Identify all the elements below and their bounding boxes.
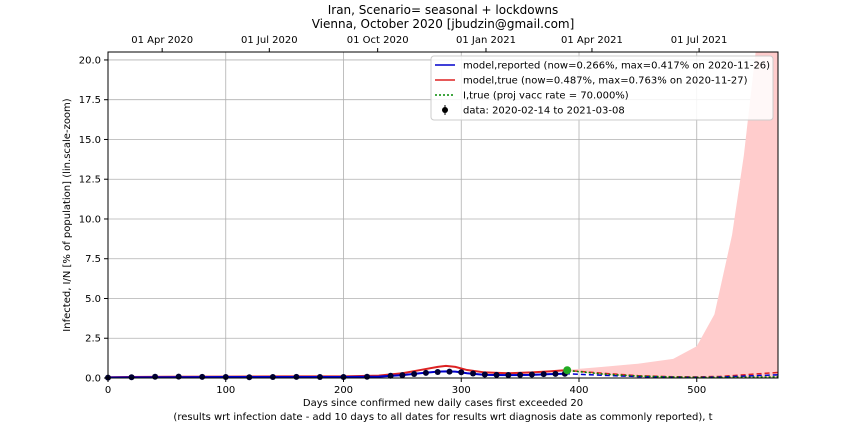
top-tick-label: 01 Apr 2021	[561, 35, 623, 46]
legend: model,reported (now=0.266%, max=0.417% o…	[430, 55, 774, 121]
legend-box	[430, 55, 774, 121]
x-tick-label: 300	[452, 385, 471, 396]
y-tick-label: 0.0	[85, 374, 101, 385]
data-point	[152, 373, 159, 380]
x-tick-label: 500	[687, 385, 706, 396]
chart-title: Iran, Scenario= seasonal + lockdowns	[328, 3, 559, 17]
x-tick-label: 200	[334, 385, 353, 396]
data-point	[540, 371, 547, 378]
data-point	[340, 374, 347, 381]
data-point	[422, 369, 429, 376]
top-tick-label: 01 Jul 2021	[671, 35, 728, 46]
x-tick-label: 100	[216, 385, 235, 396]
x-axis-note: (results wrt infection date - add 10 day…	[173, 412, 712, 423]
x-tick-label: 400	[569, 385, 588, 396]
data-point	[316, 374, 323, 381]
data-point	[128, 374, 135, 381]
y-tick-label: 7.5	[85, 254, 101, 265]
data-point	[493, 371, 500, 378]
data-point	[446, 368, 453, 375]
data-point	[411, 371, 418, 378]
y-tick-label: 5.0	[85, 294, 101, 305]
data-point	[481, 371, 488, 378]
data-point	[399, 372, 406, 379]
data-point	[387, 372, 394, 379]
top-tick-label: 01 Jan 2021	[456, 35, 516, 46]
y-tick-label: 20.0	[79, 55, 101, 66]
chart-subtitle: Vienna, October 2020 [jbudzin@gmail.com]	[312, 17, 575, 31]
current-marker	[563, 366, 572, 375]
top-tick-label: 01 Oct 2020	[347, 35, 409, 46]
top-tick-label: 01 Apr 2020	[131, 35, 193, 46]
data-point	[222, 374, 229, 381]
uncertainty-band	[564, 52, 778, 378]
y-tick-label: 17.5	[79, 95, 101, 106]
x-axis-label: Days since confirmed new daily cases fir…	[303, 398, 583, 409]
data-point	[293, 373, 300, 380]
data-point	[552, 370, 559, 377]
data-point	[528, 371, 535, 378]
y-tick-label: 10.0	[79, 214, 101, 225]
data-point	[199, 373, 206, 380]
y-axis-label: Infected, I/N [% of population] (lin.sca…	[62, 98, 73, 331]
data-point	[434, 368, 441, 375]
legend-label: model,reported (now=0.266%, max=0.417% o…	[463, 61, 770, 72]
data-point	[246, 374, 253, 381]
data-point	[269, 374, 276, 381]
y-tick-label: 15.0	[79, 135, 101, 146]
y-tick-label: 12.5	[79, 175, 101, 186]
legend-label: I,true (proj vacc rate = 70.000%)	[463, 91, 629, 102]
legend-label: model,true (now=0.487%, max=0.763% on 20…	[463, 76, 748, 87]
data-point	[364, 373, 371, 380]
series-line	[564, 369, 779, 379]
data-point	[175, 373, 182, 380]
data-point	[458, 369, 465, 376]
data-point	[470, 370, 477, 377]
plot-frame	[107, 51, 779, 379]
data-point	[517, 371, 524, 378]
legend-label: data: 2020-02-14 to 2021-03-08	[463, 106, 625, 117]
top-tick-label: 01 Jul 2020	[241, 35, 298, 46]
y-tick-label: 2.5	[85, 334, 101, 345]
x-tick-label: 0	[105, 385, 111, 396]
data-point	[505, 371, 512, 378]
